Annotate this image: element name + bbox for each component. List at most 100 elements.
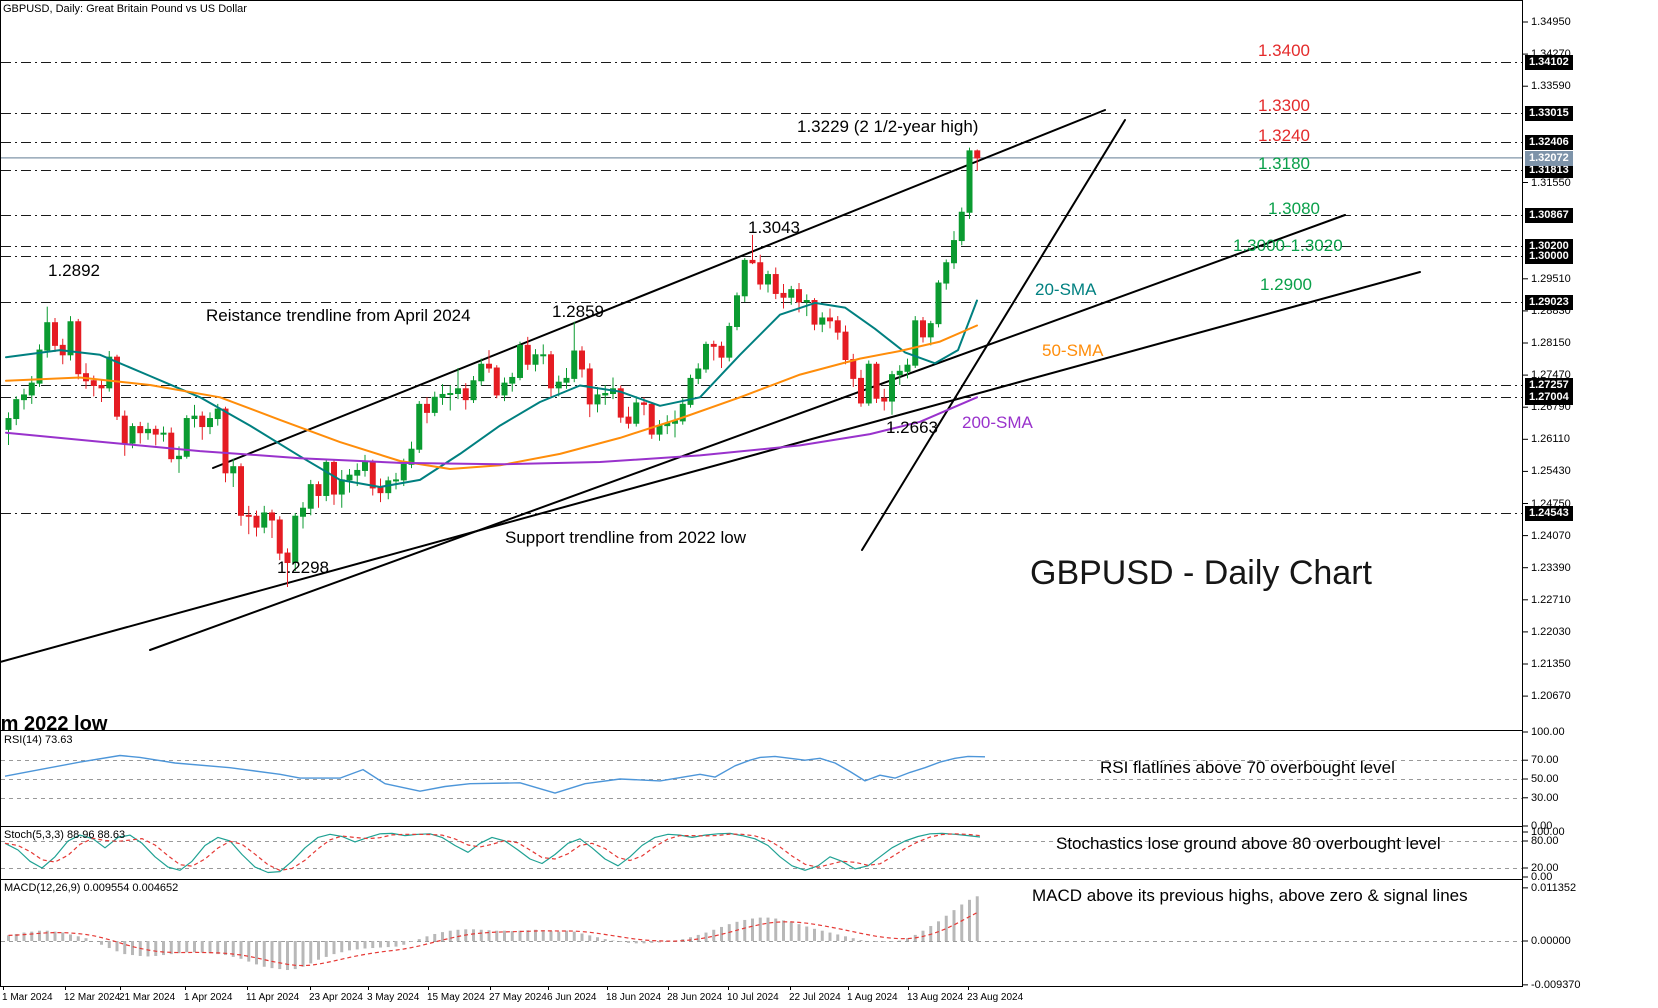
price-tick-label: 1.28150 (1531, 337, 1571, 349)
candle-body (927, 323, 934, 338)
chart-annotation: Support trendline from 2022 low (505, 528, 746, 547)
rsi-panel-border (0, 730, 1523, 827)
rsi-axis-label: 100.00 (1531, 726, 1565, 738)
candle-body (625, 416, 632, 424)
level-label: 1.3300 (1258, 96, 1310, 116)
candle-body (734, 295, 740, 327)
candle-body (152, 428, 159, 435)
candle-body (44, 322, 51, 351)
candle-body (191, 415, 198, 420)
candle-body (563, 377, 570, 383)
rsi-axis-label: 0.00 (1531, 820, 1553, 832)
candle-body (455, 388, 461, 395)
chart-annotation: Reistance trendline from April 2024 (206, 306, 471, 325)
candle-body (703, 343, 709, 370)
macd-axis-label: 0.011352 (1531, 881, 1577, 894)
main-chart-area[interactable]: GBPUSD, Daily: Great Britain Pound vs US… (0, 0, 1522, 730)
price-tick-label: 1.34950 (1531, 16, 1571, 28)
date-label: 13 Aug 2024 (907, 992, 964, 1003)
price-sr-tag: 1.27257 (1525, 378, 1573, 394)
rsi-axis-label: 30.00 (1531, 791, 1559, 804)
price-sr-tag: 1.31813 (1525, 163, 1573, 179)
candle-body (974, 150, 981, 159)
candle-body (772, 274, 779, 294)
date-label: 27 May 2024 (489, 992, 547, 1003)
candle-body (958, 211, 965, 242)
stoch-axis-label: 80.00 (1531, 835, 1559, 847)
candle-body (431, 396, 438, 413)
chart-title: GBPUSD, Daily: Great Britain Pound vs US… (3, 3, 247, 15)
price-tick-label: 1.31550 (1531, 176, 1571, 189)
candle-body (28, 382, 35, 396)
trendline (0, 271, 1421, 663)
level-label: 1.3000-1.3020 (1233, 236, 1343, 256)
stoch-annotation: Stochastics lose ground above 80 overbou… (1056, 834, 1441, 853)
price-tick-label: 1.22030 (1531, 625, 1571, 638)
date-label: 23 Aug 2024 (967, 992, 1024, 1003)
candle-body (145, 428, 151, 434)
candle-body (292, 515, 299, 564)
candle-body (470, 380, 477, 401)
candle-body (214, 408, 221, 420)
price-sr-tag: 1.33015 (1525, 106, 1573, 122)
candle-body (493, 367, 500, 396)
candle-body (509, 376, 516, 384)
watermark-title: GBPUSD - Daily Chart (1030, 554, 1372, 592)
candle-body (842, 331, 849, 361)
price-tick-label: 1.25430 (1531, 465, 1571, 478)
candle-body (424, 403, 430, 413)
price-sr-tag: 1.30000 (1525, 248, 1573, 264)
candle-body (323, 461, 330, 496)
candle-body (362, 461, 368, 471)
candle-body (555, 381, 562, 389)
candle-body (726, 325, 733, 358)
candle-body (648, 403, 655, 435)
date-label: 18 Jun 2024 (606, 992, 662, 1003)
candle-body (98, 384, 105, 389)
candle-body (276, 519, 283, 554)
level-label: 1.2900 (1260, 274, 1312, 294)
date-label: 21 Mar 2024 (119, 992, 176, 1003)
chart-annotation: 200-SMA (962, 413, 1033, 432)
macd-axis-label: -0.009370 (1531, 978, 1581, 991)
candle-body (571, 350, 578, 379)
candle-body (501, 382, 508, 396)
candle-body (36, 349, 43, 384)
candle-body (579, 350, 585, 370)
price-sr-tag: 1.27004 (1525, 390, 1573, 406)
trendline (212, 109, 1106, 469)
level-label: 1.3240 (1258, 126, 1310, 146)
trendline (861, 119, 1126, 551)
candle-body (617, 388, 624, 418)
candle-body (935, 282, 942, 325)
chart-annotation: 1.2298 (277, 558, 329, 577)
rsi-annotation: RSI flatlines above 70 overbought level (1100, 758, 1395, 777)
candle-body (873, 363, 880, 399)
candle-body (889, 374, 895, 402)
candle-body (811, 300, 818, 325)
sma200-line (5, 396, 978, 466)
candle-body (966, 150, 973, 213)
candle-body (315, 484, 322, 496)
candle-body (540, 354, 547, 357)
candle-body (307, 484, 314, 509)
candle-body (881, 397, 888, 402)
candle-body (517, 344, 523, 378)
candle-body (261, 512, 268, 528)
stoch-axis-label: 0.00 (1531, 871, 1553, 883)
price-sr-tag: 1.29023 (1525, 294, 1573, 310)
candle-body (106, 356, 113, 389)
candle-body (13, 399, 20, 420)
candle-body (788, 289, 795, 298)
candle-body (245, 514, 252, 517)
level-label: 1.3080 (1268, 198, 1320, 218)
candle-body (137, 426, 144, 434)
candle-body (687, 377, 694, 405)
candle-body (75, 321, 82, 375)
date-label: 1 Mar 2024 (2, 992, 53, 1003)
level-label: 1.3180 (1258, 154, 1310, 174)
macd-label: MACD(12,26,9) 0.009554 0.004652 (4, 882, 179, 894)
candle-body (447, 393, 454, 396)
candle-body (67, 321, 74, 356)
